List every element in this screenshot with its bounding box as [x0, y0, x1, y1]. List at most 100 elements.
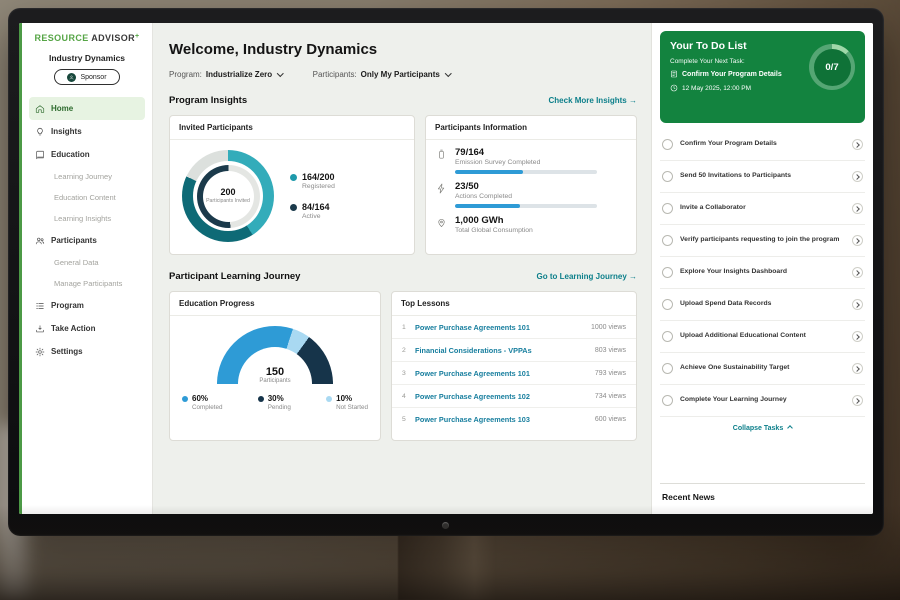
lesson-views: 803 views [594, 346, 626, 354]
sidebar-item-label: Learning Journey [54, 172, 112, 181]
task-chevron-icon[interactable] [852, 171, 863, 182]
sidebar-item-label: Education Content [54, 193, 116, 202]
task-chevron-icon[interactable] [852, 363, 863, 374]
arrow-right-icon: → [629, 96, 637, 105]
lesson-link[interactable]: Power Purchase Agreements 101 [415, 368, 530, 378]
task-checkbox[interactable] [662, 267, 673, 278]
legend-value: 10% [336, 394, 353, 403]
task-item[interactable]: Upload Additional Educational Content [660, 321, 865, 353]
stat-actions-completed: 23/50 Actions Completed [426, 174, 636, 208]
gauge-wrap: 150 Participants [217, 326, 333, 384]
legend-item-not-started: 10% Not Started [326, 394, 368, 411]
sidebar-item-label: Education [51, 150, 90, 159]
todo-title: Your To Do List [670, 40, 747, 52]
sidebar-item-education-content[interactable]: Education Content [29, 187, 145, 208]
todo-next-time-label: 12 May 2025, 12:00 PM [682, 84, 752, 92]
donut-legend: 164/200 Registered 84/164 Active [290, 172, 335, 220]
participants-dropdown-label: Participants: [312, 70, 357, 79]
task-chevron-icon[interactable] [852, 331, 863, 342]
task-checkbox[interactable] [662, 395, 673, 406]
lesson-row: 1 Power Purchase Agreements 101 1000 vie… [392, 316, 636, 339]
sidebar-item-settings[interactable]: Settings [29, 340, 145, 363]
logo-text-resource: RESOURCE [34, 33, 89, 43]
program-dropdown[interactable]: Program: Industrialize Zero [169, 69, 284, 79]
card-title: Top Lessons [392, 292, 636, 316]
donut-center-value: 200 [220, 187, 236, 198]
lesson-link[interactable]: Financial Considerations - VPPAs [415, 345, 532, 355]
task-item[interactable]: Invite a Collaborator [660, 193, 865, 225]
todo-progress-value: 0/7 [813, 48, 851, 86]
lesson-link[interactable]: Power Purchase Agreements 103 [415, 414, 530, 424]
task-checkbox[interactable] [662, 331, 673, 342]
stat-label: Actions Completed [455, 193, 513, 200]
filter-bar: Program: Industrialize Zero Participants… [169, 69, 637, 79]
sponsor-badge-label: Sponsor [80, 73, 107, 81]
book-icon [36, 150, 44, 159]
sidebar-item-label: Learning Insights [54, 214, 112, 223]
gauge-center-label: Participants [259, 378, 291, 384]
legend-item-active: 84/164 Active [290, 202, 335, 220]
participants-dropdown[interactable]: Participants: Only My Participants [312, 69, 452, 79]
sidebar-item-take-action[interactable]: Take Action [29, 317, 145, 340]
sidebar-item-learning-journey[interactable]: Learning Journey [29, 166, 145, 187]
todo-next-task[interactable]: Confirm Your Program Details [670, 70, 810, 78]
task-item[interactable]: Verify participants requesting to join t… [660, 225, 865, 257]
lesson-row: 3 Power Purchase Agreements 101 793 view… [392, 362, 636, 385]
sidebar-item-home[interactable]: Home [29, 97, 145, 120]
legend-value: 60% [192, 394, 209, 403]
task-checkbox[interactable] [662, 139, 673, 150]
task-checkbox[interactable] [662, 363, 673, 374]
stat-global-consumption: 1,000 GWh Total Global Consumption [426, 208, 636, 234]
lightbulb-icon [37, 127, 43, 135]
page-title: Welcome, Industry Dynamics [169, 41, 378, 58]
task-item[interactable]: Explore Your Insights Dashboard [660, 257, 865, 289]
legend-item-completed: 60% Completed [182, 394, 222, 411]
task-checkbox[interactable] [662, 171, 673, 182]
gear-icon [35, 347, 45, 356]
actions-progress-bar [455, 204, 597, 208]
sidebar-item-participants[interactable]: Participants [29, 229, 145, 252]
lesson-row: 2 Financial Considerations - VPPAs 803 v… [392, 339, 636, 362]
sidebar-item-label: Manage Participants [54, 279, 123, 288]
legend-label: Pending [267, 404, 291, 411]
task-item[interactable]: Achieve One Sustainability Target [660, 353, 865, 385]
legend-dot [257, 395, 264, 402]
legend-dot [290, 174, 297, 181]
legend-value: 30% [267, 394, 284, 403]
go-to-learning-journey-link[interactable]: Go to Learning Journey → [537, 272, 637, 281]
lesson-link[interactable]: Power Purchase Agreements 102 [415, 391, 530, 401]
sidebar-item-insights[interactable]: Insights [29, 120, 145, 143]
sidebar-item-general-data[interactable]: General Data [29, 252, 145, 273]
task-chevron-icon[interactable] [852, 139, 863, 150]
task-item[interactable]: Send 50 Invitations to Participants [660, 161, 865, 193]
invited-card-body: 200 Participants Invited 164/200 [170, 140, 414, 242]
card-title: Education Progress [170, 292, 380, 316]
task-item[interactable]: Complete Your Learning Journey [660, 385, 865, 417]
task-item[interactable]: Confirm Your Program Details [660, 129, 865, 161]
lesson-link[interactable]: Power Purchase Agreements 101 [415, 322, 530, 332]
stat-value: 79/164 [455, 147, 485, 158]
sidebar-item-education[interactable]: Education [29, 143, 145, 166]
task-chevron-icon[interactable] [852, 235, 863, 246]
legend-label: Not Started [336, 404, 368, 411]
task-chevron-icon[interactable] [852, 267, 863, 278]
lesson-views: 1000 views [590, 323, 626, 331]
task-checkbox[interactable] [662, 235, 673, 246]
task-chevron-icon[interactable] [852, 299, 863, 310]
program-insights-header: Program Insights Check More Insights → [169, 95, 637, 106]
progress-fill [455, 170, 524, 174]
check-more-insights-link[interactable]: Check More Insights → [549, 96, 637, 105]
invited-donut-center: 200 Participants Invited [202, 170, 254, 222]
task-checkbox[interactable] [662, 299, 673, 310]
sidebar-item-learning-insights[interactable]: Learning Insights [29, 208, 145, 229]
sidebar-item-manage-participants[interactable]: Manage Participants [29, 273, 145, 294]
legend-dot [182, 395, 188, 402]
task-checkbox[interactable] [662, 203, 673, 214]
download-icon [36, 324, 44, 332]
collapse-tasks-link[interactable]: Collapse Tasks [660, 417, 865, 436]
emission-progress-bar [455, 170, 597, 174]
sidebar-item-program[interactable]: Program [29, 294, 145, 317]
task-chevron-icon[interactable] [852, 203, 863, 214]
task-chevron-icon[interactable] [852, 395, 863, 406]
task-item[interactable]: Upload Spend Data Records [660, 289, 865, 321]
